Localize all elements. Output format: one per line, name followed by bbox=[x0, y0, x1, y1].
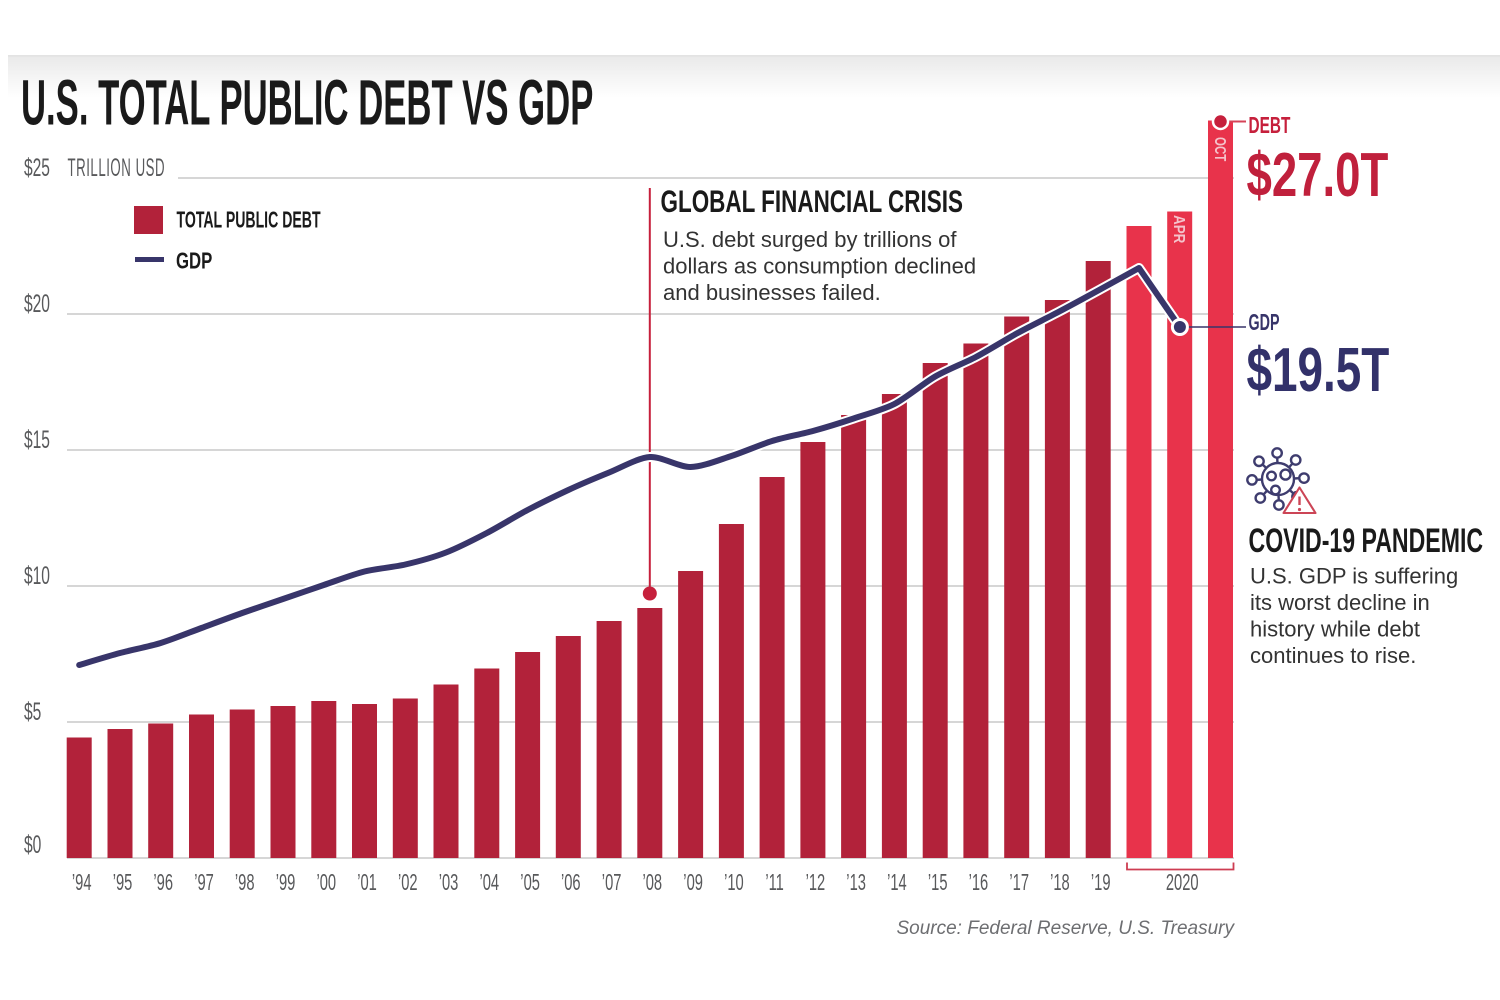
svg-text:TOTAL PUBLIC DEBT: TOTAL PUBLIC DEBT bbox=[177, 208, 321, 233]
svg-text:’13: ’13 bbox=[846, 870, 866, 896]
svg-text:’09: ’09 bbox=[683, 870, 703, 896]
svg-text:’98: ’98 bbox=[235, 870, 255, 896]
svg-text:’11: ’11 bbox=[765, 870, 784, 896]
svg-text:’06: ’06 bbox=[561, 870, 581, 896]
svg-text:GLOBAL FINANCIAL CRISIS: GLOBAL FINANCIAL CRISIS bbox=[661, 183, 963, 219]
svg-text:’95: ’95 bbox=[113, 870, 133, 896]
svg-text:$19.5T: $19.5T bbox=[1247, 334, 1390, 405]
svg-text:’97: ’97 bbox=[194, 870, 214, 896]
svg-text:$25: $25 bbox=[24, 154, 50, 182]
svg-text:COVID-19 PANDEMIC: COVID-19 PANDEMIC bbox=[1249, 523, 1484, 560]
svg-text:$10: $10 bbox=[24, 562, 50, 590]
svg-text:continues to rise.: continues to rise. bbox=[1250, 643, 1416, 668]
svg-text:U.S. GDP is suffering: U.S. GDP is suffering bbox=[1250, 564, 1458, 589]
svg-text:’02: ’02 bbox=[398, 870, 418, 896]
svg-text:$20: $20 bbox=[24, 290, 50, 318]
svg-text:’96: ’96 bbox=[153, 870, 173, 896]
svg-text:’15: ’15 bbox=[928, 870, 948, 896]
svg-text:dollars as consumption decline: dollars as consumption declined bbox=[663, 254, 976, 279]
svg-text:’01: ’01 bbox=[357, 870, 377, 896]
svg-text:OCT: OCT bbox=[1212, 137, 1230, 162]
svg-text:U.S. debt surged by trillions: U.S. debt surged by trillions of bbox=[663, 227, 957, 252]
svg-text:’12: ’12 bbox=[806, 870, 826, 896]
svg-text:history while debt: history while debt bbox=[1250, 617, 1420, 642]
svg-text:DEBT: DEBT bbox=[1249, 113, 1291, 139]
svg-text:GDP: GDP bbox=[1249, 311, 1280, 336]
svg-text:’16: ’16 bbox=[969, 870, 989, 896]
svg-text:$15: $15 bbox=[24, 426, 50, 454]
svg-text:TRILLION USD: TRILLION USD bbox=[68, 155, 166, 182]
svg-text:’99: ’99 bbox=[276, 870, 296, 896]
svg-text:’94: ’94 bbox=[72, 870, 92, 896]
svg-text:APR: APR bbox=[1170, 215, 1187, 244]
svg-text:its worst decline in: its worst decline in bbox=[1250, 590, 1430, 615]
svg-text:’17: ’17 bbox=[1009, 870, 1029, 896]
svg-text:’00: ’00 bbox=[317, 870, 337, 896]
svg-text:U.S. TOTAL PUBLIC DEBT VS GDP: U.S. TOTAL PUBLIC DEBT VS GDP bbox=[21, 66, 593, 138]
svg-text:’19: ’19 bbox=[1091, 870, 1111, 896]
svg-text:$5: $5 bbox=[24, 698, 41, 726]
svg-text:$0: $0 bbox=[24, 831, 41, 859]
svg-text:’05: ’05 bbox=[520, 870, 540, 896]
svg-text:$27.0T: $27.0T bbox=[1247, 139, 1389, 210]
svg-text:and businesses failed.: and businesses failed. bbox=[663, 280, 881, 305]
svg-text:’14: ’14 bbox=[887, 870, 907, 896]
svg-text:GDP: GDP bbox=[176, 249, 212, 274]
svg-text:’10: ’10 bbox=[724, 870, 744, 896]
svg-text:Source: Federal Reserve, U.S.: Source: Federal Reserve, U.S. Treasury bbox=[896, 918, 1235, 939]
svg-text:2020: 2020 bbox=[1166, 870, 1199, 896]
svg-text:’04: ’04 bbox=[480, 870, 500, 896]
svg-text:’07: ’07 bbox=[602, 870, 622, 896]
svg-text:’08: ’08 bbox=[643, 870, 663, 896]
svg-text:’03: ’03 bbox=[439, 870, 459, 896]
svg-text:’18: ’18 bbox=[1050, 870, 1070, 896]
